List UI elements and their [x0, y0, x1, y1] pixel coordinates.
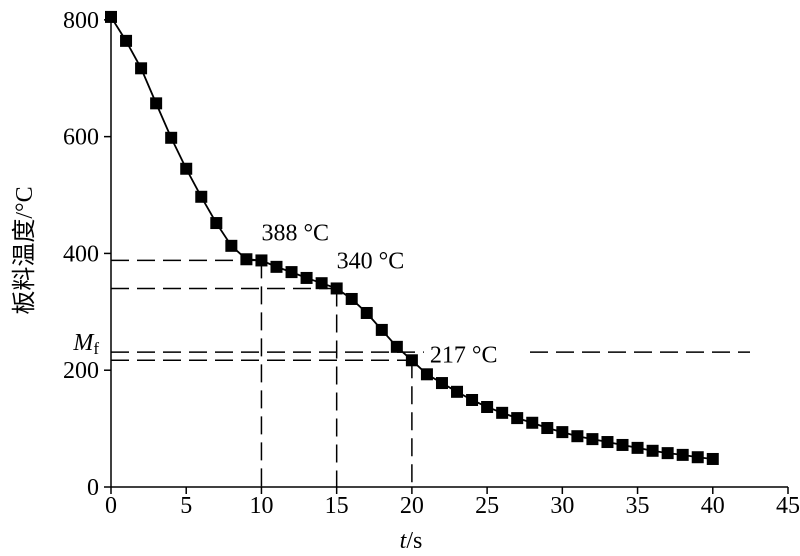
- point: [150, 97, 163, 110]
- point: [210, 217, 223, 230]
- point: [706, 452, 719, 465]
- point: [255, 254, 268, 267]
- y-tick-label: 200: [63, 358, 99, 384]
- point: [345, 292, 358, 305]
- mf-sub: f: [93, 339, 99, 358]
- y-tick-label: 0: [87, 475, 99, 501]
- x-tick-label: 45: [776, 493, 800, 519]
- x-axis-label: t/s: [400, 528, 423, 554]
- point: [405, 354, 418, 367]
- point: [481, 400, 494, 413]
- point: [390, 340, 403, 353]
- point: [676, 448, 689, 461]
- point: [270, 260, 283, 273]
- point: [601, 436, 614, 449]
- point: [300, 271, 313, 284]
- point: [496, 406, 509, 419]
- point: [135, 62, 148, 75]
- x-tick-label: 35: [626, 493, 650, 519]
- point: [526, 416, 539, 429]
- x-tick-label: 15: [325, 493, 349, 519]
- point: [646, 444, 659, 457]
- annotation: 217 °C: [430, 342, 498, 368]
- point: [631, 441, 644, 454]
- x-tick-label: 25: [475, 493, 499, 519]
- point: [466, 393, 479, 406]
- point: [435, 377, 448, 390]
- point: [330, 282, 343, 295]
- point: [360, 306, 373, 319]
- point: [240, 253, 253, 266]
- point: [285, 266, 298, 279]
- y-tick-label: 400: [63, 241, 99, 267]
- point: [691, 451, 704, 464]
- point: [451, 385, 464, 398]
- point: [120, 34, 133, 47]
- point: [541, 422, 554, 435]
- point: [511, 412, 524, 425]
- y-tick-label: 600: [63, 125, 99, 151]
- y-tick-label: 800: [63, 8, 99, 34]
- y-axis-label: 板料温度/°C: [11, 186, 38, 314]
- x-label-var: t: [400, 528, 408, 554]
- point: [225, 239, 238, 252]
- x-label-unit: /s: [406, 528, 422, 554]
- point: [375, 323, 388, 336]
- x-tick-label: 30: [550, 493, 574, 519]
- x-tick-label: 10: [249, 493, 273, 519]
- annotation: 340 °C: [337, 248, 405, 274]
- point: [105, 10, 117, 23]
- point: [586, 433, 599, 446]
- mf-main: M: [72, 330, 95, 356]
- point: [616, 438, 629, 451]
- point: [315, 277, 328, 290]
- point: [661, 447, 674, 460]
- mf-label: Mf: [72, 330, 99, 358]
- annotation: 388 °C: [261, 220, 329, 246]
- x-tick-label: 40: [701, 493, 725, 519]
- x-tick-label: 0: [105, 493, 117, 519]
- point: [556, 426, 569, 439]
- x-tick-label: 5: [180, 493, 192, 519]
- point: [165, 131, 178, 144]
- point: [420, 368, 433, 381]
- point: [195, 190, 208, 203]
- point: [180, 162, 193, 175]
- point: [571, 430, 584, 443]
- x-tick-label: 20: [400, 493, 424, 519]
